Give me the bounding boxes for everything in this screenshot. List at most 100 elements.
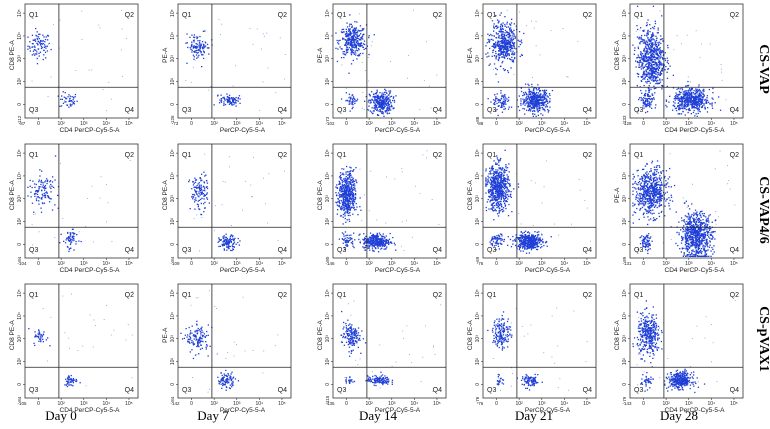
event-point (40, 211, 43, 213)
event-point (335, 186, 337, 188)
event-point (665, 99, 667, 101)
event-point (387, 239, 389, 241)
quadrant-label-q1: Q1 (29, 12, 38, 19)
event-point (661, 67, 664, 70)
y-tick-label: 10³ (170, 195, 176, 203)
event-point (256, 28, 258, 30)
event-point (220, 100, 222, 102)
event-point (536, 104, 538, 106)
event-point (549, 98, 551, 100)
event-point (350, 186, 352, 188)
event-point (193, 39, 195, 41)
event-point (348, 220, 351, 222)
event-point (35, 198, 38, 200)
event-point (233, 102, 235, 104)
event-point (347, 202, 349, 204)
event-point (660, 61, 662, 64)
event-point (70, 100, 73, 102)
event-point (190, 46, 193, 48)
event-point (340, 178, 342, 180)
event-point (350, 42, 352, 44)
event-point (45, 47, 47, 49)
event-point (697, 101, 699, 104)
event-point (350, 234, 352, 236)
x-tick-label: 10⁵ (730, 121, 738, 127)
y-tick-label: 10³ (170, 55, 176, 63)
event-point (351, 202, 353, 204)
event-point (646, 104, 648, 106)
event-point (348, 28, 350, 30)
event-point (497, 98, 500, 101)
x-tick-label: 0 (37, 261, 40, 267)
event-point (493, 43, 495, 45)
event-point (199, 250, 200, 252)
event-point (651, 46, 653, 48)
event-point (339, 183, 341, 185)
event-point (542, 108, 544, 111)
event-point (355, 49, 358, 51)
event-point (494, 102, 496, 104)
event-point (373, 101, 375, 103)
event-point (233, 97, 235, 99)
event-point (640, 75, 642, 78)
event-point (344, 33, 347, 35)
event-point (384, 105, 386, 107)
x-tick-label: 10⁴ (708, 121, 716, 127)
event-point (685, 100, 687, 102)
event-point (541, 89, 544, 92)
event-point (652, 38, 654, 40)
event-point (380, 248, 382, 250)
event-point (373, 95, 375, 98)
event-point (194, 179, 197, 181)
event-point (703, 95, 705, 97)
event-point (530, 102, 533, 104)
event-point (507, 26, 510, 28)
event-point (33, 49, 36, 51)
event-point (345, 178, 347, 180)
event-point (201, 217, 203, 218)
x-tick-label: 10⁴ (561, 121, 569, 127)
event-point (659, 50, 661, 52)
event-point (407, 77, 408, 79)
event-point (488, 41, 490, 43)
event-point (377, 101, 379, 103)
event-point (374, 103, 376, 105)
event-point (350, 101, 352, 103)
event-point (701, 102, 703, 104)
y-min-label: -84 (170, 256, 175, 263)
event-point (352, 37, 355, 39)
event-point (45, 180, 47, 182)
event-point (39, 169, 41, 171)
event-point (360, 37, 362, 39)
event-point (355, 47, 358, 49)
event-point (38, 55, 40, 57)
event-point (349, 203, 352, 205)
event-point (390, 102, 392, 104)
event-point (510, 47, 512, 49)
event-point (641, 76, 643, 78)
event-point (343, 179, 346, 181)
event-point (693, 103, 695, 105)
event-point (362, 238, 364, 241)
event-point (351, 191, 353, 193)
event-point (659, 52, 661, 54)
event-point (504, 37, 507, 40)
event-point (348, 43, 350, 45)
event-point (68, 106, 70, 108)
event-point (244, 180, 246, 182)
event-point (653, 53, 655, 56)
event-point (685, 106, 687, 108)
event-point (337, 197, 339, 200)
event-point (688, 104, 690, 106)
event-point (349, 95, 350, 97)
event-point (650, 47, 652, 49)
event-point (518, 31, 521, 33)
event-point (350, 40, 353, 43)
event-point (381, 97, 384, 99)
event-point (659, 10, 661, 12)
event-point (351, 50, 353, 52)
event-point (233, 241, 236, 243)
event-point (32, 244, 34, 246)
event-point (382, 241, 384, 244)
